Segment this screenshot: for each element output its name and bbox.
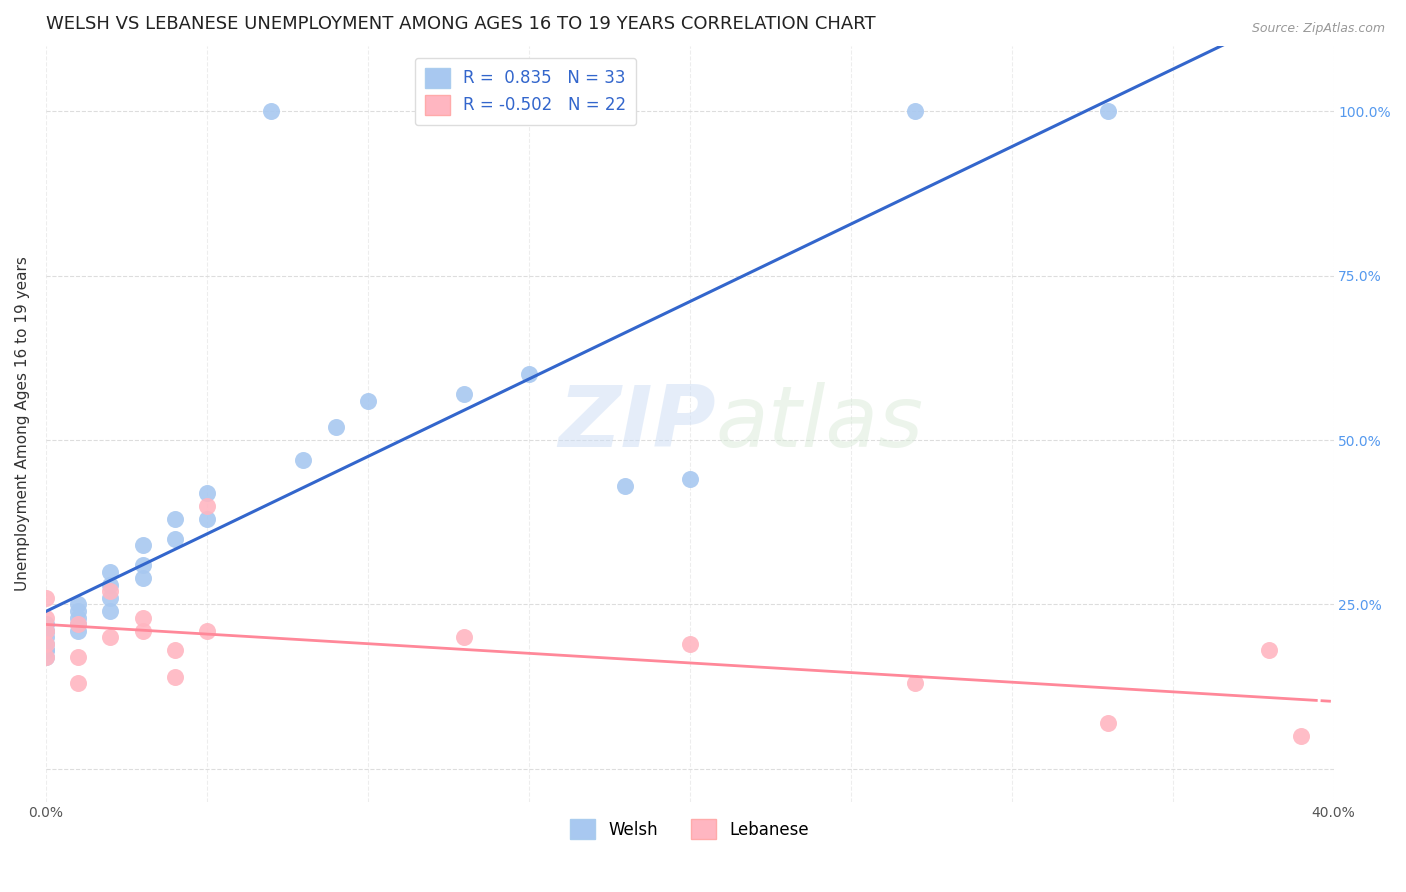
Point — [195, 485, 218, 500]
Point — [260, 104, 283, 119]
Point — [35, 624, 58, 638]
Point — [35, 610, 58, 624]
Point — [67, 676, 90, 690]
Point — [131, 538, 153, 552]
Point — [453, 630, 475, 644]
Point — [453, 387, 475, 401]
Point — [195, 499, 218, 513]
Y-axis label: Unemployment Among Ages 16 to 19 years: Unemployment Among Ages 16 to 19 years — [15, 256, 30, 591]
Text: WELSH VS LEBANESE UNEMPLOYMENT AMONG AGES 16 TO 19 YEARS CORRELATION CHART: WELSH VS LEBANESE UNEMPLOYMENT AMONG AGE… — [46, 15, 876, 33]
Point — [904, 104, 927, 119]
Point — [98, 591, 121, 605]
Point — [195, 512, 218, 526]
Point — [131, 610, 153, 624]
Point — [904, 676, 927, 690]
Point — [35, 650, 58, 665]
Point — [35, 637, 58, 651]
Point — [35, 624, 58, 638]
Text: ZIP: ZIP — [558, 382, 716, 465]
Point — [614, 479, 637, 493]
Point — [67, 598, 90, 612]
Point — [163, 532, 186, 546]
Point — [1097, 104, 1119, 119]
Point — [98, 630, 121, 644]
Point — [357, 393, 380, 408]
Point — [1291, 729, 1313, 743]
Point — [131, 624, 153, 638]
Point — [163, 643, 186, 657]
Point — [679, 637, 702, 651]
Point — [325, 420, 347, 434]
Point — [163, 512, 186, 526]
Point — [67, 617, 90, 632]
Point — [67, 604, 90, 618]
Point — [1097, 715, 1119, 730]
Point — [67, 624, 90, 638]
Point — [195, 624, 218, 638]
Point — [98, 577, 121, 591]
Point — [35, 624, 58, 638]
Point — [1258, 643, 1281, 657]
Point — [35, 617, 58, 632]
Text: Source: ZipAtlas.com: Source: ZipAtlas.com — [1251, 22, 1385, 36]
Point — [679, 473, 702, 487]
Point — [35, 643, 58, 657]
Point — [163, 670, 186, 684]
Point — [131, 571, 153, 585]
Point — [98, 604, 121, 618]
Text: atlas: atlas — [716, 382, 924, 465]
Point — [131, 558, 153, 572]
Point — [35, 591, 58, 605]
Point — [98, 565, 121, 579]
Point — [35, 643, 58, 657]
Point — [292, 452, 315, 467]
Point — [517, 368, 540, 382]
Point — [35, 650, 58, 665]
Legend: Welsh, Lebanese: Welsh, Lebanese — [564, 813, 815, 847]
Point — [35, 637, 58, 651]
Point — [35, 630, 58, 644]
Point — [67, 650, 90, 665]
Point — [98, 584, 121, 599]
Point — [67, 617, 90, 632]
Point — [67, 610, 90, 624]
